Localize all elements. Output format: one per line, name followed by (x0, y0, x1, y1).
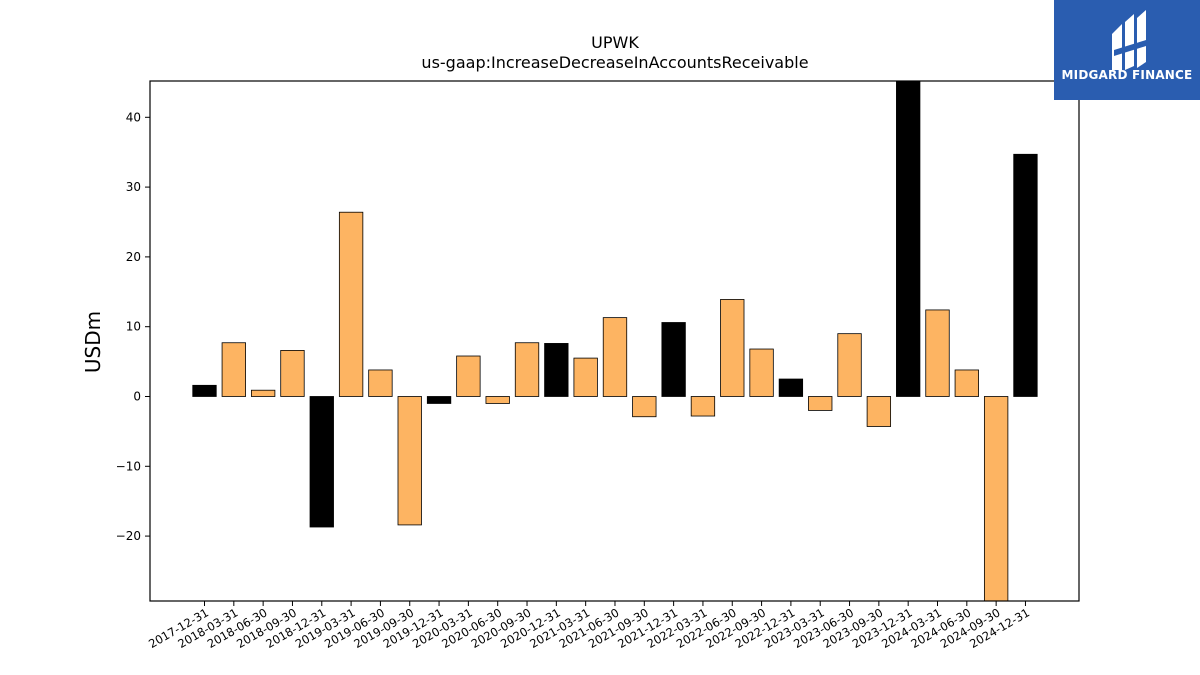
bar-2018-12-31 (309, 396, 334, 528)
bar-2022-06-30 (720, 299, 745, 397)
y-tick-label: −10 (116, 459, 141, 473)
bar-2023-03-31 (808, 396, 833, 411)
bar-2021-06-30 (602, 317, 628, 397)
bar-2021-12-31 (661, 322, 686, 397)
y-tick-label: 0 (133, 389, 141, 403)
bars-layer (192, 80, 1038, 602)
bar-2018-03-31 (221, 342, 246, 397)
bar-2021-09-30 (632, 396, 657, 418)
x-axis: 2017-12-312018-03-312018-06-302018-09-30… (146, 601, 1032, 651)
bar-2020-03-31 (456, 355, 481, 397)
bar-2024-06-30 (954, 369, 979, 397)
bar-2019-03-31 (338, 211, 364, 397)
bar-2024-12-31 (1013, 153, 1038, 397)
bar-2024-03-31 (925, 309, 950, 397)
bar-2023-12-31 (896, 80, 921, 397)
y-tick-label: 30 (126, 180, 141, 194)
bar-2020-06-30 (485, 396, 510, 404)
logo-text: MIDGARD FINANCE (1061, 68, 1193, 82)
y-tick-label: 10 (126, 320, 141, 334)
bar-2017-12-31 (192, 384, 217, 397)
bar-2019-06-30 (368, 369, 393, 397)
midgard-logo-icon (1112, 10, 1146, 70)
plot-frame (149, 80, 1080, 602)
bar-2022-03-31 (690, 396, 716, 417)
y-tick-label: −20 (116, 529, 141, 543)
bar-2024-09-30 (983, 396, 1009, 602)
bar-2020-12-31 (544, 343, 569, 397)
bar-2018-06-30 (250, 389, 276, 397)
bar-2019-09-30 (397, 396, 422, 526)
y-axis-label: USDm (81, 311, 105, 373)
bar-2022-09-30 (749, 348, 774, 397)
bar-2022-12-31 (778, 378, 804, 397)
bar-2023-06-30 (837, 333, 862, 397)
bar-2018-09-30 (280, 350, 305, 397)
bar-2019-12-31 (426, 396, 452, 404)
chart-title: UPWK (591, 33, 639, 52)
brand-logo: MIDGARD FINANCE (1054, 0, 1200, 100)
y-tick-label: 20 (126, 250, 141, 264)
y-axis: −20 −10 0 10 20 30 40 (116, 110, 150, 543)
y-tick-label: 40 (126, 110, 141, 124)
chart-subtitle: us-gaap:IncreaseDecreaseInAccountsReceiv… (421, 53, 808, 72)
bar-2020-09-30 (514, 342, 540, 397)
bar-2021-03-31 (573, 357, 598, 397)
bar-2023-09-30 (866, 396, 892, 427)
